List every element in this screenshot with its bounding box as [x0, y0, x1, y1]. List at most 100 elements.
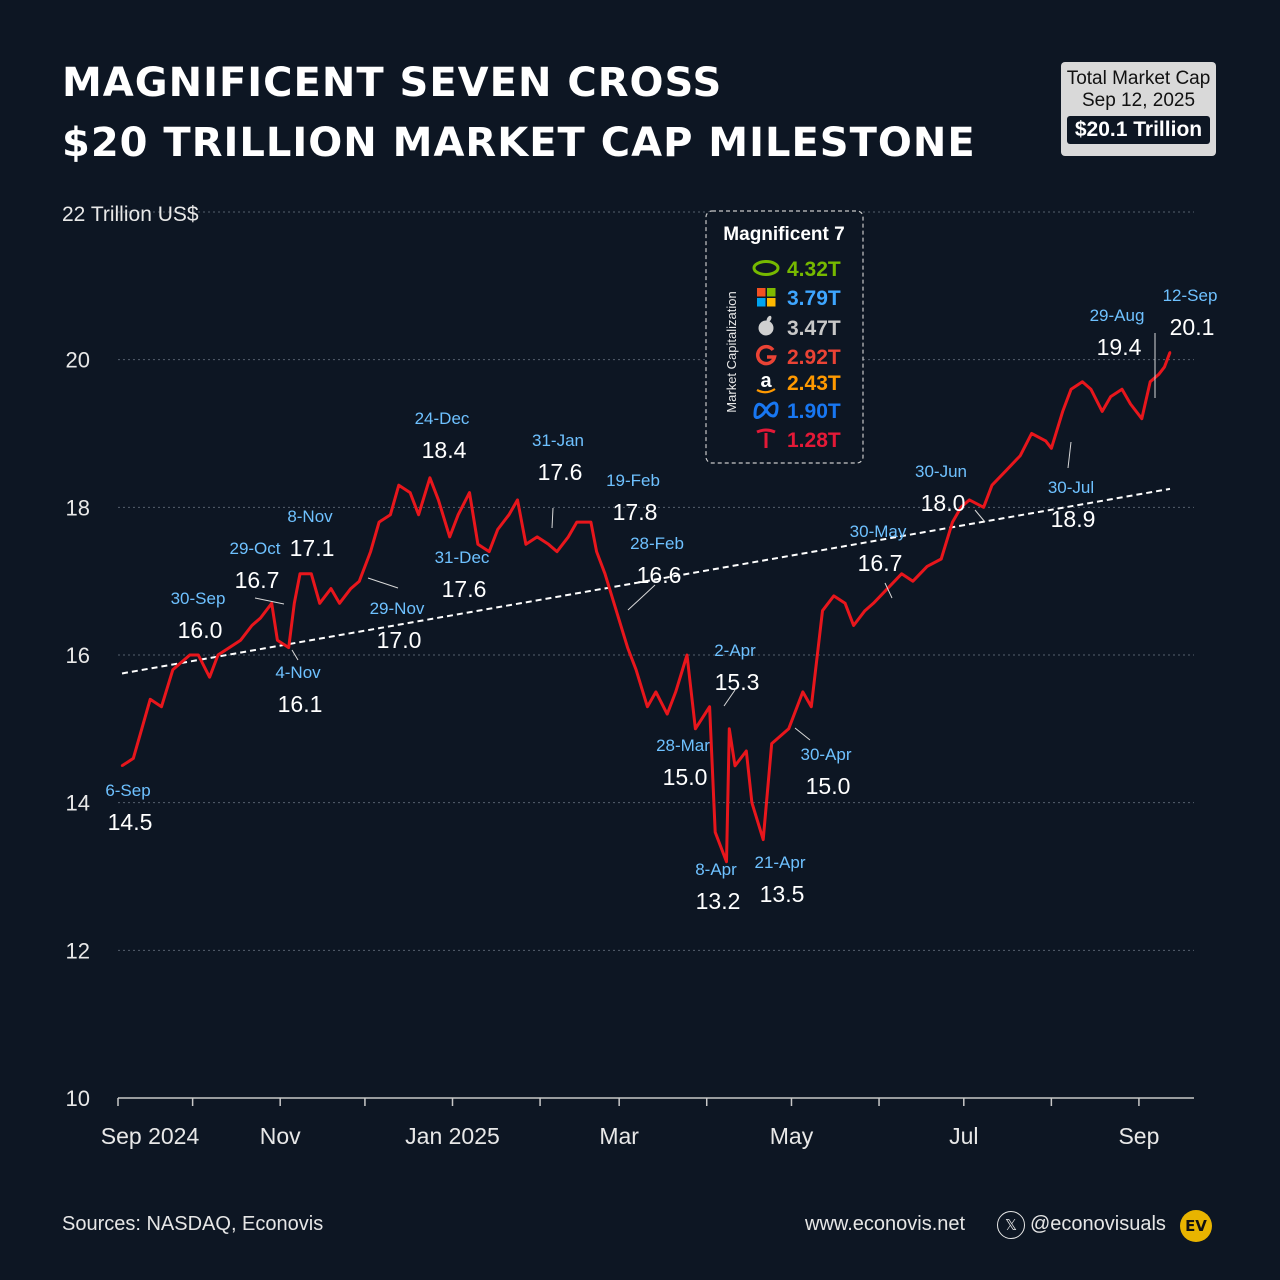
data-point: [770, 742, 773, 745]
data-point: [468, 491, 471, 494]
data-point: [456, 513, 460, 516]
x-tick-label: Sep 2024: [101, 1123, 200, 1149]
data-point: [536, 535, 539, 539]
data-point: [725, 860, 728, 863]
data-point: [1030, 432, 1033, 435]
data-point: [524, 543, 528, 546]
data-point: [925, 565, 929, 568]
annotation-value: 20.1: [1170, 314, 1215, 340]
data-point: [1061, 410, 1064, 413]
annotation-date: 24-Dec: [415, 409, 470, 428]
data-point: [694, 727, 697, 731]
data-point: [208, 675, 211, 679]
annotation-date: 31-Jan: [532, 431, 584, 450]
annotation-date: 29-Oct: [229, 539, 280, 558]
legend-value: 1.28T: [787, 429, 841, 452]
y-tick-label: 20: [66, 348, 90, 373]
trend-line: [121, 487, 1171, 675]
data-point: [132, 757, 135, 760]
data-point: [228, 646, 231, 649]
annotation-leader: [723, 689, 736, 707]
data-point: [575, 520, 578, 524]
data-point: [120, 764, 124, 767]
annotation-leader: [1067, 441, 1072, 469]
annotation-date: 30-Jun: [915, 462, 967, 481]
data-point: [349, 587, 353, 590]
data-point: [603, 572, 607, 575]
meta-icon: [753, 401, 779, 419]
data-point: [329, 587, 333, 590]
y-tick-label: 18: [66, 495, 90, 520]
data-point: [911, 579, 915, 583]
data-point: [507, 513, 511, 516]
data-point: [1149, 380, 1152, 384]
annotation-date: 30-Sep: [171, 589, 226, 608]
data-point: [665, 712, 669, 716]
data-point: [872, 602, 875, 605]
annotation-value: 18.0: [921, 490, 966, 516]
annotation-value: 19.4: [1097, 334, 1142, 360]
data-point: [428, 476, 432, 479]
data-point: [634, 668, 638, 671]
econovis-logo-icon: EV: [1180, 1210, 1212, 1242]
annotation-date: 6-Sep: [105, 781, 150, 800]
social-handle[interactable]: @econovisuals: [1030, 1213, 1166, 1235]
y-tick-label: 12: [66, 938, 90, 963]
legend-value: 3.47T: [787, 317, 841, 340]
annotation-date: 2-Apr: [714, 641, 756, 660]
data-point: [674, 690, 677, 694]
annotation-leader: [627, 584, 656, 611]
data-point: [149, 698, 152, 701]
annotation-date: 30-May: [850, 522, 907, 541]
annotation-date: 28-Mar: [656, 736, 710, 755]
y-tick-label: 16: [66, 643, 90, 668]
annotation-value: 17.1: [290, 535, 335, 561]
data-point: [714, 831, 717, 834]
data-point: [1120, 388, 1124, 391]
data-point: [369, 550, 372, 553]
data-point: [654, 690, 658, 694]
annotation-value: 17.8: [613, 499, 658, 525]
data-point: [417, 513, 420, 516]
amazon-icon: [756, 388, 776, 394]
data-point: [708, 705, 711, 708]
data-point: [1109, 395, 1112, 398]
data-point: [1019, 454, 1022, 457]
website-link[interactable]: www.econovis.net: [805, 1213, 966, 1235]
data-point: [188, 653, 191, 657]
legend-value: 2.92T: [787, 346, 841, 369]
data-point: [389, 513, 392, 516]
annotation-leader: [254, 597, 285, 605]
data-point: [476, 543, 480, 546]
nvidia-icon: [752, 260, 780, 276]
data-point: [646, 705, 649, 708]
microsoft-icon: [757, 288, 766, 297]
annotation-date: 12-Sep: [1163, 286, 1218, 305]
sources-text: Sources: NASDAQ, Econovis: [62, 1213, 324, 1235]
data-point: [1044, 439, 1047, 443]
annotation-date: 28-Feb: [630, 534, 684, 553]
data-point: [318, 602, 321, 605]
data-point: [1168, 351, 1172, 354]
annotation-leader: [367, 577, 399, 589]
annotation-date: 30-Apr: [800, 745, 851, 764]
annotation-value: 15.0: [663, 764, 708, 790]
legend-value: 1.90T: [787, 400, 841, 423]
data-point: [338, 602, 341, 605]
apple-leaf: [766, 315, 772, 323]
data-point: [1140, 417, 1143, 420]
data-point: [293, 602, 296, 605]
data-point: [733, 764, 737, 767]
data-point: [270, 602, 273, 605]
data-point: [589, 520, 593, 524]
data-point: [1089, 388, 1093, 391]
legend-value: 2.43T: [787, 372, 841, 395]
data-point: [1101, 410, 1104, 413]
data-point: [810, 705, 813, 708]
data-point: [982, 506, 985, 509]
data-point: [968, 498, 971, 502]
data-point: [951, 520, 954, 524]
data-point: [939, 557, 943, 561]
data-point: [762, 838, 765, 841]
